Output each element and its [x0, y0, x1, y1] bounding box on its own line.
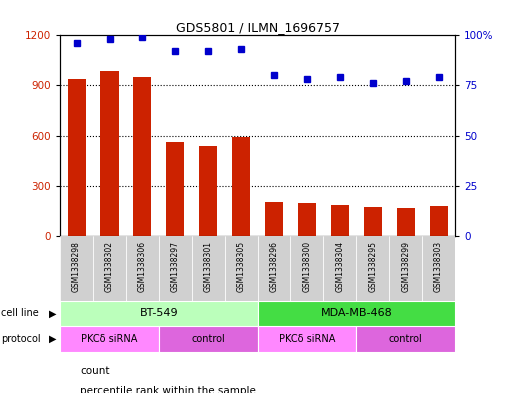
Bar	[257, 236, 290, 301]
Bar	[232, 137, 250, 236]
Bar	[93, 236, 126, 301]
Text: GSM1338306: GSM1338306	[138, 241, 147, 292]
Bar	[363, 207, 382, 236]
Text: ▶: ▶	[49, 334, 56, 344]
Text: protocol: protocol	[1, 334, 41, 344]
Bar	[290, 236, 323, 301]
Bar	[389, 236, 422, 301]
Text: GSM1338300: GSM1338300	[302, 241, 311, 292]
Bar	[265, 202, 283, 236]
Text: GSM1338303: GSM1338303	[434, 241, 443, 292]
Text: percentile rank within the sample: percentile rank within the sample	[80, 386, 256, 393]
Bar	[225, 236, 257, 301]
Bar	[60, 236, 93, 301]
Bar	[429, 206, 448, 236]
Text: BT-549: BT-549	[140, 309, 178, 318]
Text: MDA-MB-468: MDA-MB-468	[321, 309, 392, 318]
Bar	[323, 236, 356, 301]
Text: cell line: cell line	[1, 309, 39, 318]
Bar	[67, 79, 86, 236]
Bar	[257, 326, 356, 352]
Text: count: count	[80, 366, 109, 376]
Bar	[356, 326, 455, 352]
Text: PKCδ siRNA: PKCδ siRNA	[279, 334, 335, 344]
Bar	[298, 203, 316, 236]
Bar	[60, 301, 257, 326]
Text: control: control	[389, 334, 423, 344]
Text: GSM1338301: GSM1338301	[204, 241, 213, 292]
Text: ▶: ▶	[49, 309, 56, 318]
Bar	[159, 236, 192, 301]
Title: GDS5801 / ILMN_1696757: GDS5801 / ILMN_1696757	[176, 21, 339, 34]
Text: GSM1338304: GSM1338304	[335, 241, 344, 292]
Bar	[356, 236, 389, 301]
Text: control: control	[191, 334, 225, 344]
Text: GSM1338297: GSM1338297	[171, 241, 180, 292]
Bar	[60, 326, 159, 352]
Bar	[396, 208, 415, 236]
Text: GSM1338302: GSM1338302	[105, 241, 114, 292]
Text: GSM1338295: GSM1338295	[368, 241, 377, 292]
Text: PKCδ siRNA: PKCδ siRNA	[81, 334, 138, 344]
Bar	[133, 77, 152, 236]
Text: GSM1338298: GSM1338298	[72, 241, 81, 292]
Bar	[159, 326, 257, 352]
Bar	[166, 142, 185, 236]
Bar	[199, 147, 217, 236]
Bar	[331, 205, 349, 236]
Text: GSM1338299: GSM1338299	[401, 241, 410, 292]
Bar	[126, 236, 159, 301]
Bar	[100, 71, 119, 236]
Text: GSM1338296: GSM1338296	[269, 241, 279, 292]
Text: GSM1338305: GSM1338305	[236, 241, 246, 292]
Bar	[422, 236, 455, 301]
Bar	[257, 301, 455, 326]
Bar	[192, 236, 225, 301]
